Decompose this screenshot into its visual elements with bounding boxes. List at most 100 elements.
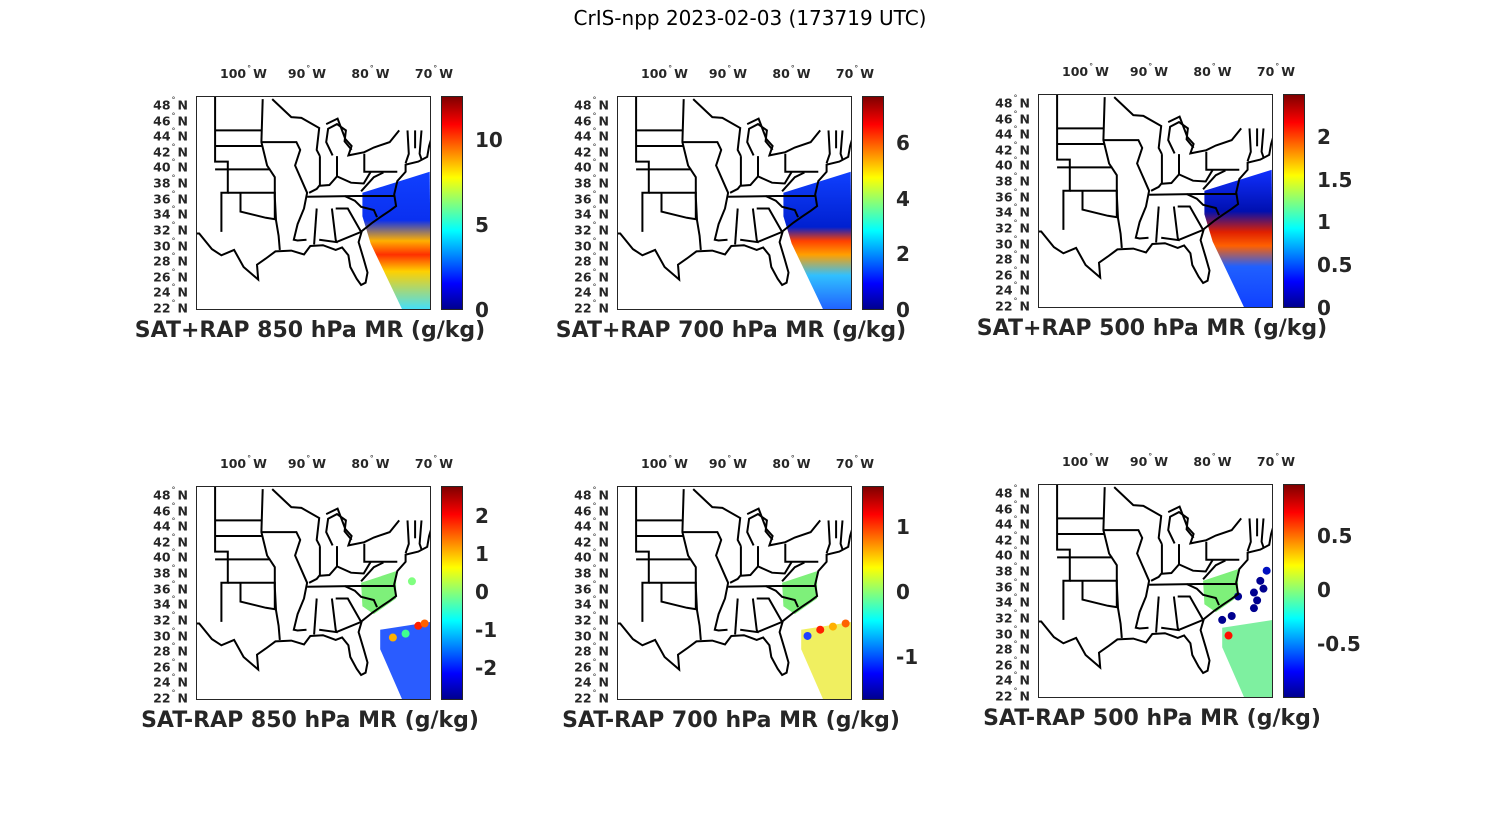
- colorbar: [1283, 484, 1305, 698]
- lon-tick-label: 100° W: [641, 454, 688, 471]
- state-border: [1104, 139, 1151, 240]
- lat-tick-label: 46° N: [995, 109, 1030, 127]
- state-border: [660, 582, 698, 611]
- state-border: [1186, 193, 1220, 216]
- state-border: [313, 598, 318, 635]
- colorbar-tick-label: 0: [896, 298, 910, 322]
- map-panel: 100° W 90° W 80° W 70° W 48° N 46° N 44° N 42° N 40° N 38°…: [120, 450, 500, 750]
- map-canvas: [1038, 94, 1273, 308]
- map-canvas: [196, 486, 431, 700]
- lon-tick-label: 90° W: [287, 64, 327, 81]
- colorbar: [862, 486, 884, 700]
- map-axes: [617, 486, 852, 700]
- map-panel: 100° W 90° W 80° W 70° W 48° N 46° N 44° N 42° N 40° N 38°…: [962, 448, 1361, 748]
- lat-tick-label: 24° N: [574, 672, 609, 690]
- state-border: [1260, 128, 1265, 158]
- lat-tick-label: 40° N: [995, 545, 1030, 563]
- diff-point: [1259, 584, 1268, 593]
- lat-tick-label: 32° N: [574, 610, 609, 628]
- map-panel: 100° W 90° W 80° W 70° W 48° N 46° N 44° N 42° N 40° N 38°…: [541, 60, 921, 360]
- map-axes: [196, 486, 431, 700]
- lat-tick-label: 46° N: [574, 111, 609, 129]
- state-border: [681, 99, 702, 250]
- lon-tick-label: 100° W: [1062, 452, 1109, 469]
- lat-tick-label: 38° N: [995, 171, 1030, 189]
- diff-point: [1249, 604, 1258, 613]
- colorbar-tick-label: -2: [475, 656, 498, 681]
- map-panel: 100° W 90° W 80° W 70° W 48° N 46° N 44° N 42° N 40° N 38°…: [962, 58, 1353, 358]
- state-border: [1205, 151, 1240, 171]
- lat-tick-label: 30° N: [995, 234, 1030, 252]
- state-border: [660, 192, 698, 221]
- lat-tick-label: 36° N: [153, 579, 188, 597]
- state-border: [756, 207, 784, 244]
- lat-tick-label: 42° N: [995, 530, 1030, 548]
- state-border: [262, 141, 309, 242]
- lon-tick-label: 90° W: [708, 454, 748, 471]
- colorbar-tick-label: -1: [475, 618, 498, 643]
- diff-point: [1256, 576, 1265, 585]
- lat-tick-label: 48° N: [153, 485, 188, 503]
- diff-field-ocean: [801, 621, 852, 700]
- state-border: [271, 98, 321, 157]
- axes-box: [196, 486, 431, 700]
- state-border: [1178, 559, 1214, 573]
- state-border: [260, 489, 281, 640]
- state-border: [692, 488, 742, 547]
- lat-tick-label: 24° N: [153, 672, 188, 690]
- lat-tick-label: 22° N: [574, 298, 609, 316]
- lon-tick-label: 100° W: [220, 64, 267, 81]
- state-border: [757, 561, 793, 575]
- state-border: [307, 585, 395, 588]
- state-border: [319, 546, 338, 577]
- map-panel: 100° W 90° W 80° W 70° W 48° N 46° N 44° N 42° N 40° N 38°…: [541, 450, 921, 750]
- state-border: [308, 546, 321, 584]
- colorbar: [1283, 94, 1305, 308]
- lon-tick-label: 80° W: [1193, 452, 1232, 469]
- axes-box: [617, 96, 852, 310]
- lat-tick-label: 46° N: [995, 499, 1030, 517]
- coastline: [617, 529, 852, 677]
- lon-tick-label: 80° W: [351, 64, 390, 81]
- state-border: [746, 122, 774, 156]
- colorbar-tick-label: 1.5: [1317, 167, 1353, 192]
- state-border: [825, 130, 831, 164]
- panel-title: SAT-RAP 700 hPa MR (g/kg): [562, 708, 900, 733]
- colorbar-tick-label: 0: [1317, 296, 1331, 320]
- state-border: [1178, 169, 1214, 183]
- state-border: [1113, 486, 1163, 545]
- panel-title: SAT+RAP 500 hPa MR (g/kg): [976, 316, 1328, 341]
- lat-tick-label: 48° N: [995, 483, 1030, 501]
- diff-point: [1227, 611, 1236, 620]
- lon-tick-label: 70° W: [414, 454, 454, 471]
- state-border: [1161, 154, 1180, 185]
- diff-point: [1253, 596, 1262, 605]
- lat-tick-label: 36° N: [995, 187, 1030, 205]
- lat-tick-label: 40° N: [574, 547, 609, 565]
- lat-tick-label: 28° N: [153, 641, 188, 659]
- state-border: [1205, 541, 1240, 561]
- lat-tick-label: 28° N: [153, 251, 188, 269]
- state-border: [1155, 596, 1160, 633]
- state-border: [404, 520, 410, 554]
- state-border: [363, 153, 398, 173]
- state-border: [683, 531, 730, 632]
- state-border: [214, 96, 229, 232]
- state-border: [1056, 484, 1071, 620]
- state-border: [1104, 529, 1151, 630]
- lat-tick-label: 26° N: [153, 267, 188, 285]
- state-border: [418, 520, 423, 550]
- lat-tick-label: 28° N: [995, 249, 1030, 267]
- lat-tick-label: 30° N: [153, 236, 188, 254]
- lat-tick-label: 48° N: [574, 95, 609, 113]
- colorbar-tick-label: 0.5: [1317, 523, 1353, 548]
- state-border: [734, 208, 739, 245]
- lat-tick-label: 40° N: [153, 547, 188, 565]
- lon-tick-label: 90° W: [1129, 62, 1169, 79]
- diff-point: [1249, 588, 1258, 597]
- state-border: [325, 512, 353, 546]
- map-panel: 100° W 90° W 80° W 70° W 48° N 46° N 44° N 42° N 40° N 38°…: [120, 60, 503, 360]
- state-border: [262, 531, 309, 632]
- state-border: [839, 130, 844, 160]
- colorbar-tick-label: 0: [896, 580, 910, 605]
